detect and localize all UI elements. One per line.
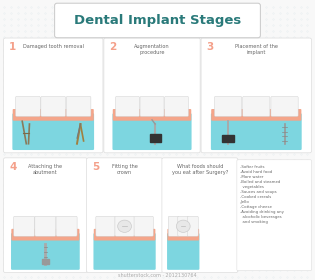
FancyBboxPatch shape (3, 38, 103, 153)
FancyBboxPatch shape (215, 96, 242, 116)
Text: 1: 1 (9, 42, 16, 52)
Bar (42, 258, 49, 263)
FancyBboxPatch shape (113, 109, 191, 121)
FancyBboxPatch shape (187, 216, 198, 236)
Bar (222, 135, 234, 142)
Text: -Softer fruits
-Avoid hard food
-More water
-Boiled and steamed
  vegetables
-Sa: -Softer fruits -Avoid hard food -More wa… (240, 165, 284, 224)
FancyBboxPatch shape (14, 216, 35, 236)
FancyBboxPatch shape (96, 216, 115, 236)
FancyBboxPatch shape (94, 233, 156, 270)
Text: 2: 2 (110, 42, 117, 52)
Text: 4: 4 (9, 162, 16, 172)
FancyBboxPatch shape (237, 160, 312, 271)
FancyBboxPatch shape (134, 216, 153, 236)
FancyBboxPatch shape (56, 216, 77, 236)
FancyBboxPatch shape (167, 229, 199, 241)
Text: Placement of the
implant: Placement of the implant (235, 44, 278, 55)
Circle shape (176, 220, 190, 232)
Text: Fitting the
crown: Fitting the crown (112, 164, 138, 175)
FancyBboxPatch shape (3, 158, 87, 273)
FancyBboxPatch shape (243, 96, 270, 116)
Text: Augmentation
procedure: Augmentation procedure (134, 44, 170, 55)
FancyBboxPatch shape (178, 216, 189, 236)
FancyBboxPatch shape (140, 96, 164, 116)
FancyBboxPatch shape (115, 216, 134, 236)
FancyBboxPatch shape (11, 229, 79, 241)
FancyBboxPatch shape (66, 96, 91, 116)
FancyBboxPatch shape (104, 38, 200, 153)
FancyBboxPatch shape (168, 216, 179, 236)
FancyBboxPatch shape (94, 229, 155, 241)
FancyBboxPatch shape (41, 96, 66, 116)
FancyBboxPatch shape (12, 113, 94, 150)
FancyBboxPatch shape (15, 96, 40, 116)
FancyBboxPatch shape (164, 96, 188, 116)
FancyBboxPatch shape (13, 109, 94, 121)
Text: 5: 5 (92, 162, 100, 172)
Text: shutterstock.com · 2012130764: shutterstock.com · 2012130764 (118, 273, 197, 278)
Text: Dental Implant Stages: Dental Implant Stages (74, 14, 241, 27)
FancyBboxPatch shape (87, 158, 163, 273)
FancyBboxPatch shape (211, 113, 302, 150)
FancyBboxPatch shape (54, 3, 261, 38)
FancyBboxPatch shape (112, 113, 192, 150)
FancyBboxPatch shape (271, 96, 298, 116)
FancyBboxPatch shape (11, 233, 80, 270)
FancyBboxPatch shape (211, 109, 301, 121)
Text: 3: 3 (207, 42, 214, 52)
Text: Attaching the
abutment: Attaching the abutment (28, 164, 62, 175)
FancyBboxPatch shape (35, 216, 56, 236)
Text: What foods should
you eat after Surgery?: What foods should you eat after Surgery? (172, 164, 228, 175)
FancyBboxPatch shape (201, 38, 312, 153)
Text: Damaged tooth removal: Damaged tooth removal (23, 44, 84, 49)
Bar (150, 134, 161, 142)
Circle shape (118, 220, 131, 232)
FancyBboxPatch shape (167, 233, 199, 270)
FancyBboxPatch shape (162, 158, 238, 273)
FancyBboxPatch shape (116, 96, 140, 116)
